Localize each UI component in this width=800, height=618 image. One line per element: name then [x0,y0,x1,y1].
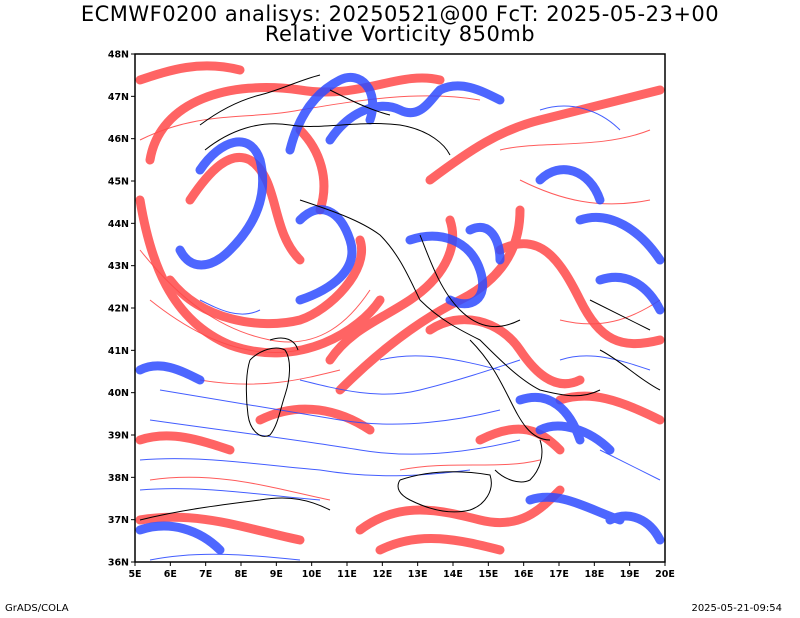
chart-title: ECMWF0200 analisys: 20250521@00 FcT: 202… [80,2,720,26]
lon-label: 11E [337,569,357,580]
lon-label: 12E [372,569,392,580]
lon-label: 10E [302,569,322,580]
generation-timestamp: 2025-05-21-09:54 [691,603,782,614]
lon-label: 17E [549,569,569,580]
lat-label: 42N [108,304,129,315]
lat-label: 44N [108,219,129,230]
lat-label: 37N [108,515,129,526]
lat-label: 38N [108,473,129,484]
lon-label: 8E [234,569,247,580]
chart-subtitle: Relative Vorticity 850mb [264,22,536,46]
lon-label: 19E [620,569,640,580]
software-credit: GrADS/COLA [5,603,69,614]
lon-label: 9E [270,569,283,580]
lat-label: 39N [108,431,129,442]
lon-label: 6E [164,569,177,580]
lat-label: 47N [108,92,129,103]
lat-label: 46N [108,134,129,145]
lat-label: 43N [108,261,129,272]
lon-label: 16E [514,569,534,580]
lon-label: 20E [655,569,675,580]
coastline-overlay [139,74,661,521]
lat-label: 41N [108,346,129,357]
lat-label: 48N [108,50,129,61]
axis-ticks [131,53,666,566]
contour-field [135,61,665,561]
latitude-labels: 48N 47N 46N 45N 44N 43N 42N 41N 40N 39N 38N 37N 36N [108,50,129,569]
longitude-labels: 5E 6E 7E 8E 9E 10E 11E 12E 13E 14E 15E 16E 17E 18E 19E… [128,569,674,580]
lon-label: 18E [584,569,604,580]
lon-label: 5E [128,569,141,580]
lon-label: 14E [443,569,463,580]
lat-label: 45N [108,177,129,188]
lon-label: 7E [199,569,212,580]
lat-label: 36N [108,558,129,569]
lon-label: 15E [478,569,498,580]
lon-label: 13E [408,569,428,580]
lat-label: 40N [108,388,129,399]
